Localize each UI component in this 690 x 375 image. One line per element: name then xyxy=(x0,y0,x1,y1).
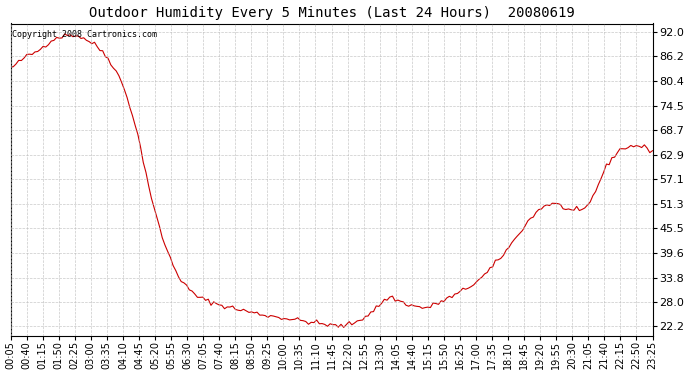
Text: Copyright 2008 Cartronics.com: Copyright 2008 Cartronics.com xyxy=(12,30,157,39)
Title: Outdoor Humidity Every 5 Minutes (Last 24 Hours)  20080619: Outdoor Humidity Every 5 Minutes (Last 2… xyxy=(88,6,574,20)
